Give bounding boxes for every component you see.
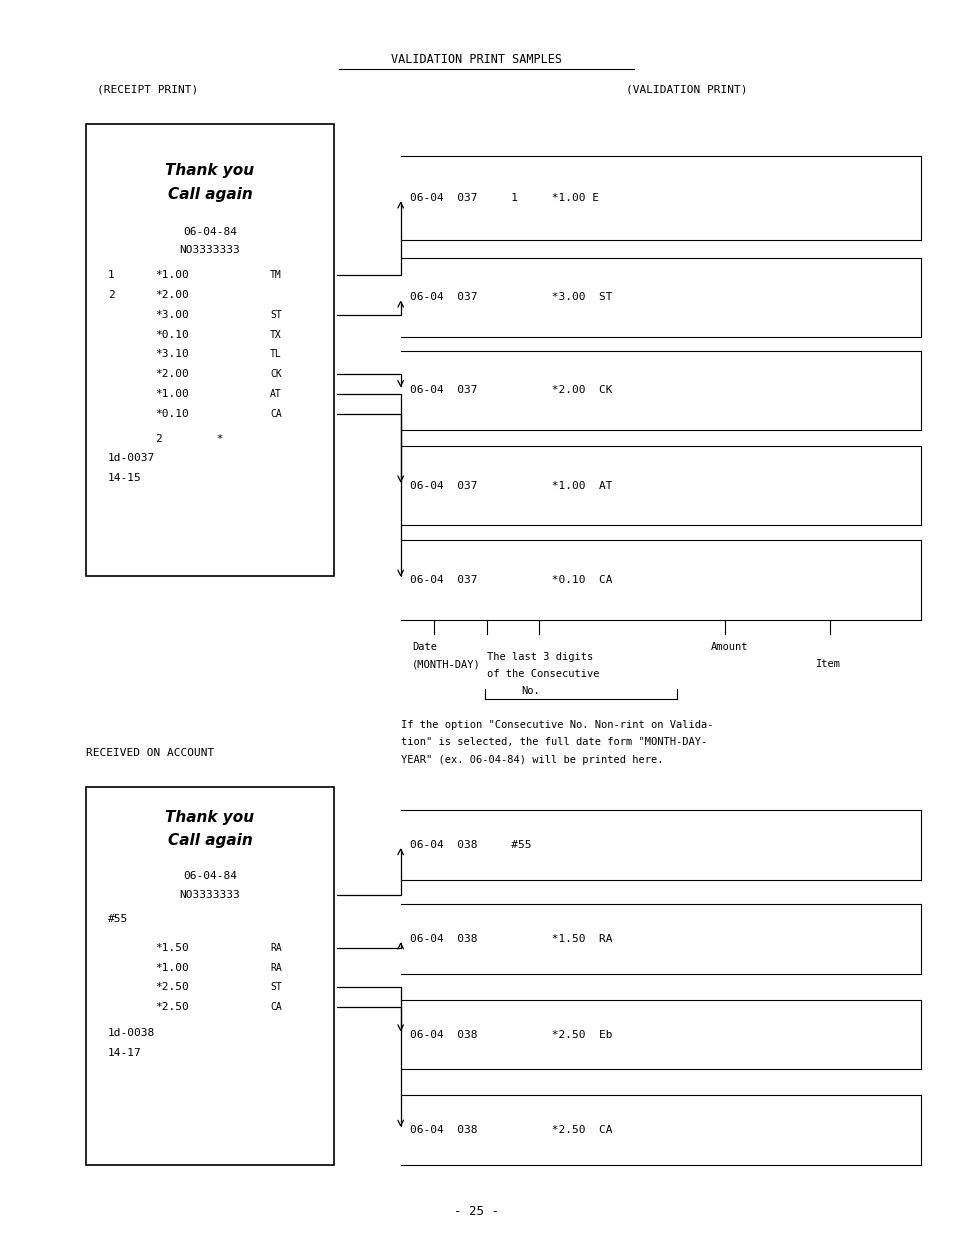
- Text: 06-04  038           *1.50  RA: 06-04 038 *1.50 RA: [410, 934, 612, 944]
- Text: 06-04  037           *3.00  ST: 06-04 037 *3.00 ST: [410, 292, 612, 302]
- Text: RA: RA: [270, 963, 281, 973]
- Text: (VALIDATION PRINT): (VALIDATION PRINT): [625, 84, 747, 94]
- Text: RECEIVED ON ACCOUNT: RECEIVED ON ACCOUNT: [86, 748, 213, 758]
- Text: Call again: Call again: [168, 187, 252, 202]
- Text: 06-04-84: 06-04-84: [183, 871, 236, 881]
- Text: Item: Item: [815, 659, 840, 669]
- Text: TM: TM: [270, 270, 281, 280]
- Text: - 25 -: - 25 -: [454, 1206, 499, 1218]
- Text: 1d-0037: 1d-0037: [108, 453, 155, 463]
- Text: (MONTH-DAY): (MONTH-DAY): [412, 659, 480, 669]
- Text: TL: TL: [270, 349, 281, 359]
- Text: 06-04  038     #55: 06-04 038 #55: [410, 840, 531, 850]
- Text: 14-17: 14-17: [108, 1048, 141, 1058]
- Text: Date: Date: [412, 642, 436, 652]
- Text: *2.00: *2.00: [155, 290, 189, 300]
- Text: CA: CA: [270, 1002, 281, 1012]
- Text: 06-04  038           *2.50  CA: 06-04 038 *2.50 CA: [410, 1125, 612, 1135]
- Text: *3.00: *3.00: [155, 310, 189, 320]
- Text: ST: ST: [270, 983, 281, 992]
- Text: *0.10: *0.10: [155, 409, 189, 419]
- Text: #55: #55: [108, 914, 128, 924]
- Text: Amount: Amount: [710, 642, 747, 652]
- Text: YEAR" (ex. 06-04-84) will be printed here.: YEAR" (ex. 06-04-84) will be printed her…: [400, 755, 662, 764]
- Text: *1.00: *1.00: [155, 963, 189, 973]
- Text: Thank you: Thank you: [165, 164, 254, 178]
- Text: RA: RA: [270, 943, 281, 953]
- Text: *2.50: *2.50: [155, 983, 189, 992]
- Text: 14-15: 14-15: [108, 473, 141, 483]
- Text: *1.00: *1.00: [155, 270, 189, 280]
- Text: If the option "Consecutive No. Non-rint on Valida-: If the option "Consecutive No. Non-rint …: [400, 720, 713, 730]
- Text: 06-04-84: 06-04-84: [183, 227, 236, 237]
- Text: *2.50: *2.50: [155, 1002, 189, 1012]
- Text: 2        *: 2 *: [155, 434, 223, 444]
- Bar: [86, 124, 334, 576]
- Text: 06-04  037           *0.10  CA: 06-04 037 *0.10 CA: [410, 575, 612, 585]
- Text: VALIDATION PRINT SAMPLES: VALIDATION PRINT SAMPLES: [391, 53, 562, 66]
- Text: 06-04  037     1     *1.00 E: 06-04 037 1 *1.00 E: [410, 193, 598, 203]
- Text: 06-04  037           *1.00  AT: 06-04 037 *1.00 AT: [410, 481, 612, 491]
- Text: ST: ST: [270, 310, 281, 320]
- Text: 1: 1: [108, 270, 114, 280]
- Text: *1.00: *1.00: [155, 389, 189, 399]
- Text: 2: 2: [108, 290, 114, 300]
- Text: of the Consecutive: of the Consecutive: [486, 669, 598, 679]
- Text: AT: AT: [270, 389, 281, 399]
- Text: TX: TX: [270, 330, 281, 339]
- Text: CA: CA: [270, 409, 281, 419]
- Text: *2.00: *2.00: [155, 369, 189, 379]
- Text: 1d-0038: 1d-0038: [108, 1028, 155, 1038]
- Text: *0.10: *0.10: [155, 330, 189, 339]
- Text: NO3333333: NO3333333: [179, 245, 240, 255]
- Text: NO3333333: NO3333333: [179, 890, 240, 900]
- Text: *1.50: *1.50: [155, 943, 189, 953]
- Text: 06-04  038           *2.50  Eb: 06-04 038 *2.50 Eb: [410, 1030, 612, 1040]
- Bar: [86, 787, 334, 1165]
- Text: 06-04  037           *2.00  CK: 06-04 037 *2.00 CK: [410, 385, 612, 395]
- Text: No.: No.: [520, 686, 539, 696]
- Text: (RECEIPT PRINT): (RECEIPT PRINT): [97, 84, 198, 94]
- Text: *3.10: *3.10: [155, 349, 189, 359]
- Text: Call again: Call again: [168, 833, 252, 847]
- Text: CK: CK: [270, 369, 281, 379]
- Text: tion" is selected, the full date form "MONTH-DAY-: tion" is selected, the full date form "M…: [400, 737, 706, 747]
- Text: The last 3 digits: The last 3 digits: [486, 652, 592, 662]
- Text: Thank you: Thank you: [165, 810, 254, 825]
